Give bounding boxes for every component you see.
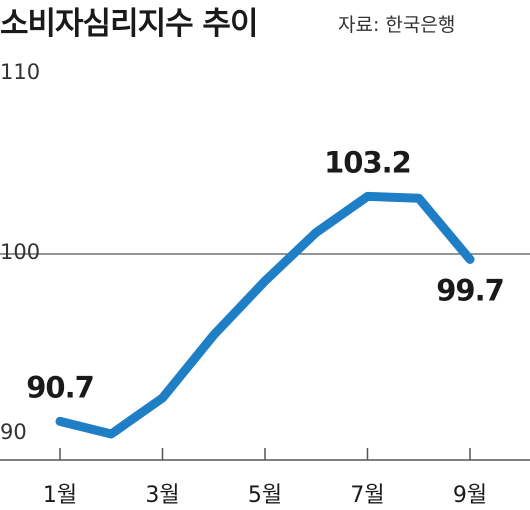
x-tick-label: 3월	[145, 483, 179, 508]
data-point	[110, 433, 112, 435]
data-point	[367, 195, 369, 197]
y-tick-label: 90	[0, 420, 27, 444]
x-tick-label: 9월	[453, 483, 487, 508]
data-point	[59, 420, 61, 422]
data-point	[213, 334, 215, 336]
x-tick-label: 5월	[248, 483, 282, 508]
data-point	[469, 258, 471, 260]
x-tick-label: 1월	[43, 483, 77, 508]
series-line	[55, 191, 475, 439]
y-tick-label: 100	[0, 240, 40, 264]
x-tick-label: 7월	[350, 483, 384, 508]
data-point	[418, 197, 420, 199]
y-tick-label: 110	[0, 60, 40, 84]
data-point	[315, 231, 317, 233]
chart-title: 소비자심리지수 추이	[0, 6, 257, 42]
data-point	[162, 397, 164, 399]
data-label: 90.7	[26, 370, 94, 404]
data-label: 103.2	[324, 145, 411, 179]
chart-source: 자료: 한국은행	[338, 14, 455, 36]
data-point	[264, 280, 266, 282]
data-label: 99.7	[436, 273, 504, 307]
